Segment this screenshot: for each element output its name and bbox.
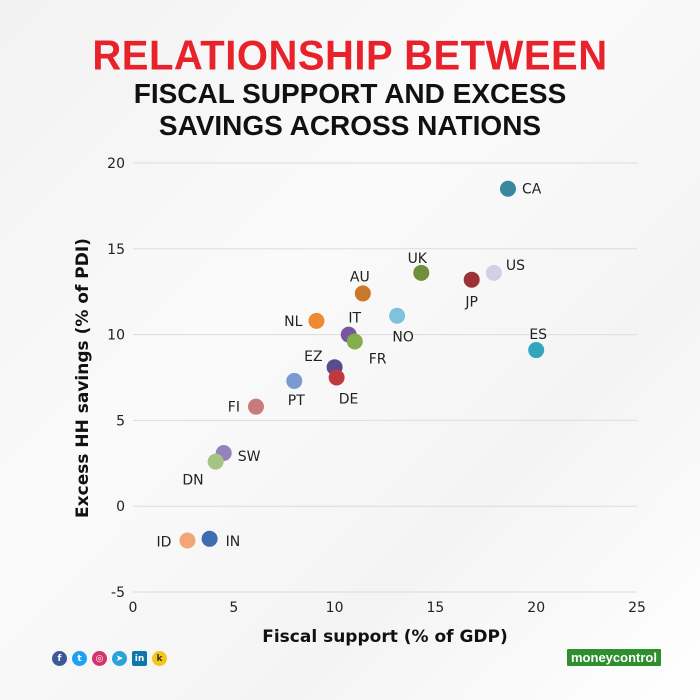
point-label-ez: EZ	[304, 349, 322, 365]
y-tick-label: 5	[116, 413, 125, 429]
point-au	[354, 285, 371, 302]
point-nl	[308, 312, 325, 329]
y-tick-label: 15	[107, 242, 125, 258]
social-icons: f t ◎ ➤ in k	[52, 651, 167, 666]
point-es	[528, 342, 545, 359]
point-jp	[463, 271, 480, 288]
point-us	[485, 264, 502, 281]
point-label-ca: CA	[522, 182, 542, 198]
moneycontrol-logo: moneycontrol	[567, 649, 661, 666]
point-label-es: ES	[529, 327, 547, 343]
linkedin-icon[interactable]: in	[132, 651, 147, 666]
point-id	[179, 532, 196, 549]
point-label-dn: DN	[182, 473, 203, 489]
facebook-icon[interactable]: f	[52, 651, 67, 666]
point-fr	[346, 333, 363, 350]
point-label-au: AU	[350, 269, 370, 285]
point-label-in: IN	[226, 534, 241, 550]
x-tick-label: 0	[129, 600, 138, 616]
point-label-nl: NL	[284, 314, 302, 330]
y-tick-label: 10	[107, 328, 125, 344]
point-label-uk: UK	[408, 251, 428, 267]
x-axis-label: Fiscal support (% of GDP)	[262, 627, 508, 647]
y-tick-label: -5	[111, 585, 125, 601]
y-tick-label: 0	[116, 499, 125, 515]
x-tick-label: 10	[326, 600, 344, 616]
point-dn	[207, 453, 224, 470]
telegram-icon[interactable]: ➤	[112, 651, 127, 666]
title-line-1: RELATIONSHIP BETWEEN	[92, 32, 608, 80]
x-tick-label: 25	[628, 600, 646, 616]
x-tick-label: 15	[426, 600, 444, 616]
title-line-3: SAVINGS ACROSS NATIONS	[158, 110, 542, 141]
point-uk	[413, 264, 430, 281]
y-axis-label: Excess HH savings (% of PDI)	[73, 238, 93, 518]
point-label-id: ID	[157, 535, 172, 551]
point-label-sw: SW	[238, 449, 261, 465]
point-label-no: NO	[392, 330, 414, 346]
point-in	[201, 530, 218, 547]
point-no	[389, 307, 406, 324]
point-label-fi: FI	[228, 400, 240, 416]
point-fi	[247, 398, 264, 415]
point-label-fr: FR	[369, 351, 387, 367]
koo-icon[interactable]: k	[152, 651, 167, 666]
twitter-icon[interactable]: t	[72, 651, 87, 666]
title-line-2: FISCAL SUPPORT AND EXCESS	[133, 78, 567, 109]
point-ca	[499, 180, 516, 197]
instagram-icon[interactable]: ◎	[92, 651, 107, 666]
point-label-de: DE	[339, 392, 359, 408]
x-tick-label: 20	[527, 600, 545, 616]
x-tick-label: 5	[229, 600, 238, 616]
point-label-pt: PT	[288, 393, 305, 409]
y-tick-label: 20	[107, 156, 125, 172]
point-pt	[286, 372, 303, 389]
point-label-it: IT	[348, 311, 361, 327]
point-de	[328, 369, 345, 386]
point-label-jp: JP	[464, 295, 478, 311]
point-label-us: US	[506, 258, 525, 274]
